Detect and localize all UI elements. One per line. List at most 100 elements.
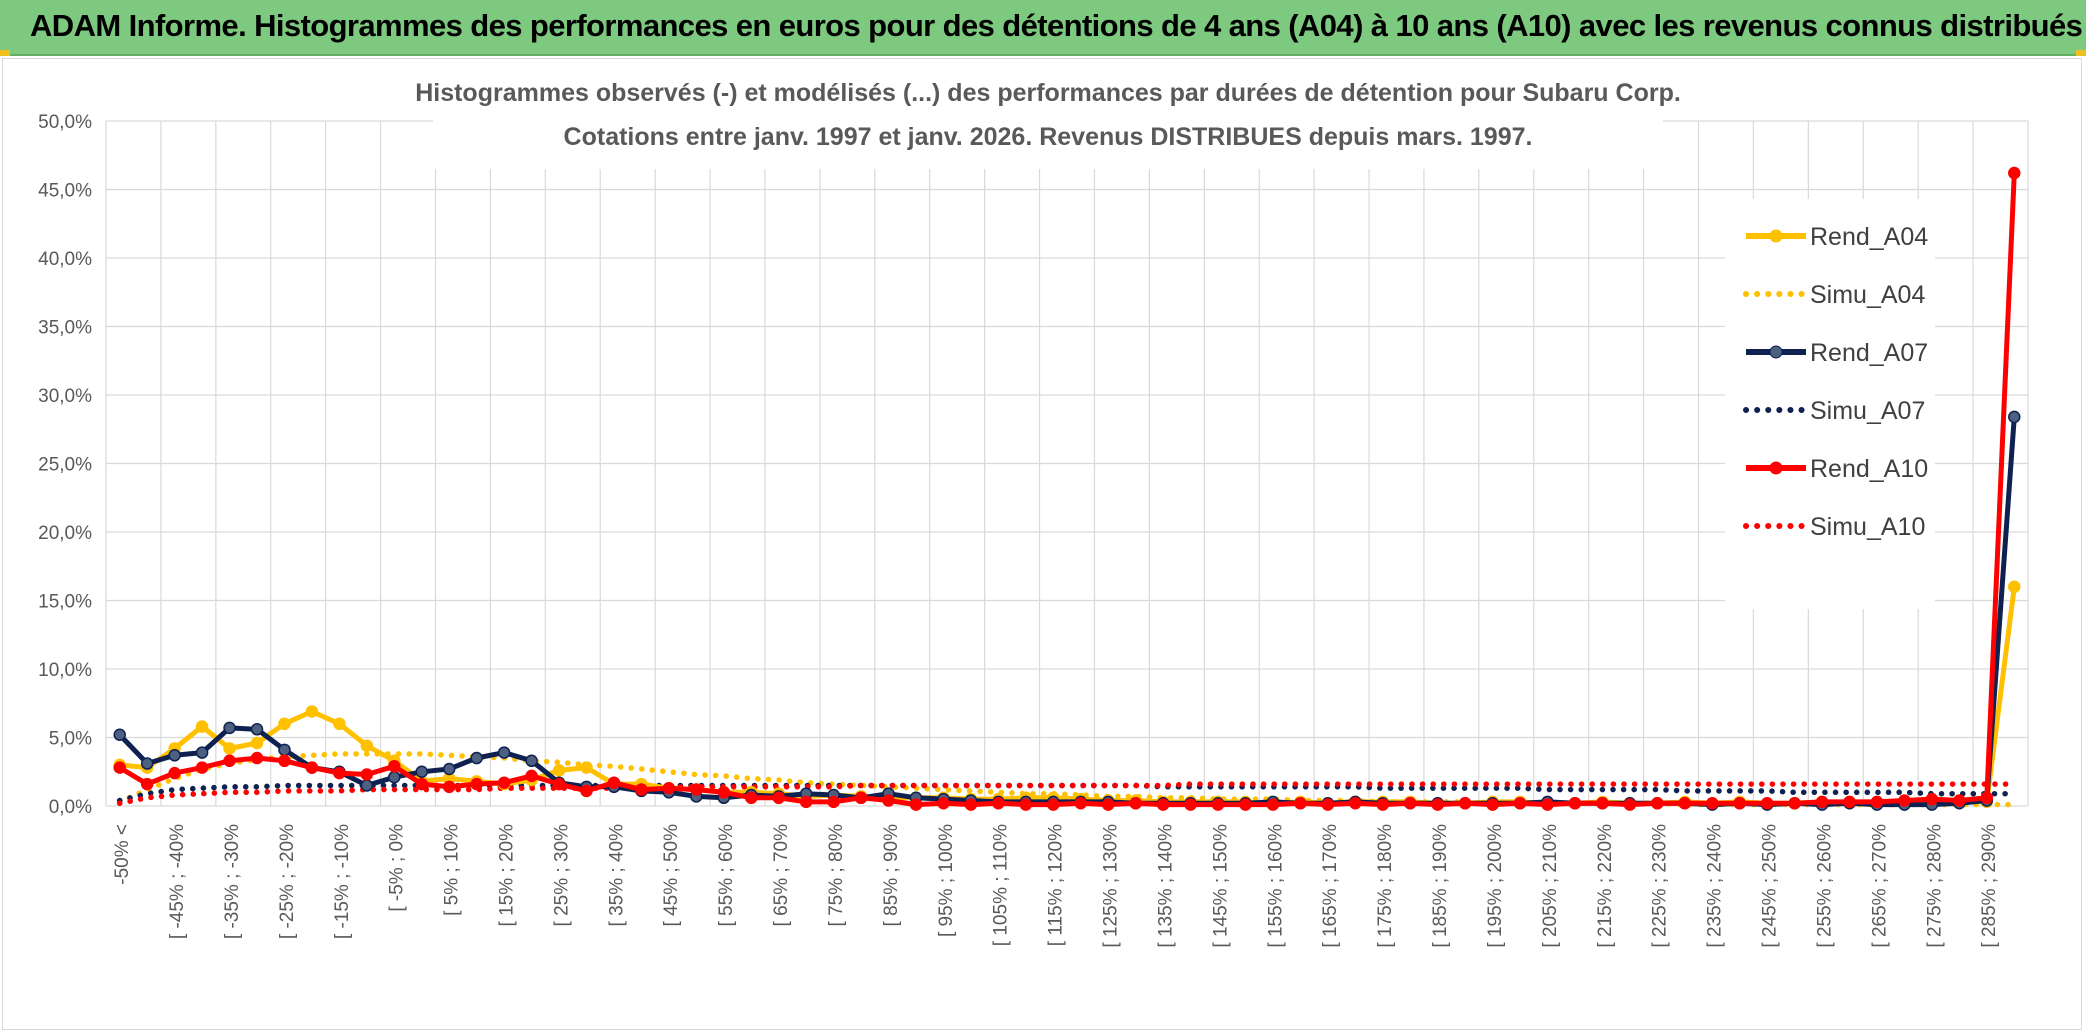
x-tick-label: [ 145% ; 150%	[1210, 824, 1231, 948]
data-point-rend-a04	[195, 720, 209, 733]
data-point-rend-a10	[442, 780, 456, 794]
x-tick-label: [ -5% ; 0%	[387, 824, 408, 912]
data-point-rend-a10	[1788, 797, 1801, 810]
data-point-rend-a10	[1321, 798, 1335, 811]
data-point-rend-a10	[662, 781, 676, 795]
chart-title-line-2: Cotations entre janv. 1997 et janv. 2026…	[564, 123, 1533, 151]
x-tick-label: [ -15% ; -10%	[332, 824, 353, 939]
data-point-rend-a10	[1678, 797, 1692, 810]
y-tick-label: 50,0%	[38, 112, 92, 133]
data-point-rend-a10	[333, 766, 346, 780]
data-point-rend-a10	[1705, 797, 1719, 810]
x-tick-label: [ 115% ; 120%	[1046, 824, 1067, 946]
x-tick-label: [ 175% ; 180%	[1375, 824, 1396, 948]
x-tick-label: [ 155% ; 160%	[1265, 824, 1286, 948]
data-point-rend-a07	[497, 746, 511, 759]
data-point-rend-a10	[1843, 795, 1856, 809]
x-tick-label: [ 85% ; 90%	[881, 824, 902, 927]
data-point-rend-a10	[140, 777, 154, 791]
data-point-rend-a10	[1898, 794, 1911, 807]
x-tick-label: [ 55% ; 60%	[716, 824, 737, 927]
data-point-rend-a07	[223, 721, 236, 735]
data-point-rend-a10	[388, 760, 401, 773]
x-tick-label: [ 15% ; 20%	[497, 824, 518, 927]
legend-marker-rend-a07	[1769, 345, 1783, 359]
x-tick-label: [ -45% ; -40%	[167, 824, 188, 939]
legend-marker-rend-a10	[1769, 461, 1783, 475]
x-tick-label: [ 275% ; 280%	[1924, 824, 1945, 948]
data-point-rend-a10	[223, 754, 236, 768]
data-point-rend-a10	[1596, 797, 1609, 810]
legend-label-rend-a07: Rend_A07	[1810, 339, 1928, 367]
x-tick-label: [ 165% ; 170%	[1320, 824, 1341, 948]
data-point-rend-a10	[113, 761, 126, 774]
data-point-rend-a10	[717, 786, 731, 799]
data-point-rend-a07	[415, 765, 429, 778]
data-point-rend-a10	[744, 791, 758, 805]
data-point-rend-a10	[580, 784, 593, 798]
data-point-rend-a10	[1651, 797, 1664, 810]
chart-title-line-1: Histogrammes observés (-) et modélisés (…	[415, 79, 1681, 107]
data-point-rend-a10	[415, 777, 429, 791]
data-point-rend-a10	[1266, 798, 1280, 811]
data-point-rend-a10	[1925, 792, 1939, 806]
banner-title: ADAM Informe. Histogrammes des performan…	[30, 8, 2083, 43]
data-point-rend-a10	[772, 791, 785, 805]
data-point-rend-a07	[140, 757, 154, 770]
data-point-rend-a10	[1376, 798, 1390, 811]
legend-label-simu-a04: Simu_A04	[1810, 281, 1925, 309]
data-point-rend-a07	[360, 779, 374, 792]
grid-layer	[105, 120, 2029, 807]
data-point-rend-a04	[250, 736, 264, 750]
chart-title: Histogrammes observés (-) et modélisés (…	[415, 65, 1681, 169]
data-point-rend-a10	[250, 751, 264, 765]
data-point-rend-a10	[1047, 798, 1060, 811]
data-point-rend-a10	[470, 777, 483, 791]
data-point-rend-a10	[882, 794, 895, 807]
x-tick-label: [ 95% ; 100%	[936, 824, 957, 937]
data-point-rend-a10	[1239, 798, 1252, 811]
data-point-rend-a10	[1403, 797, 1417, 810]
x-tick-label: [ 65% ; 70%	[771, 824, 792, 927]
data-point-rend-a10	[1101, 798, 1115, 811]
x-tick-label: [ 35% ; 40%	[606, 824, 627, 927]
corner-marker	[2076, 50, 2086, 56]
x-tick-label: [ 135% ; 140%	[1155, 824, 1176, 948]
x-tick-label: [ 205% ; 210%	[1540, 824, 1561, 948]
data-point-rend-a10	[1733, 797, 1746, 810]
data-point-rend-a10	[278, 754, 291, 768]
x-tick-label: [ 255% ; 260%	[1814, 824, 1835, 948]
x-tick-label: [ 225% ; 230%	[1650, 824, 1671, 948]
performance-histogram-chart: Histogrammes observés (-) et modélisés (…	[38, 65, 2029, 948]
data-point-rend-a04	[278, 717, 291, 731]
data-point-rend-a04	[305, 705, 319, 718]
chart-title-background	[433, 65, 1663, 169]
data-point-rend-a10	[1074, 797, 1087, 810]
data-point-rend-a10	[1568, 797, 1582, 810]
x-tick-label: [ 215% ; 220%	[1595, 824, 1616, 948]
y-axis-ticks: 0,0% 5,0% 10,0% 15,0% 20,0% 25,0% 30,0% 35,0% 40…	[38, 112, 92, 818]
data-point-rend-a04	[580, 761, 593, 774]
series-line-simu-a10	[116, 781, 2018, 807]
report-banner: ADAM Informe. Histogrammes des performan…	[0, 0, 2086, 56]
data-point-rend-a10	[360, 768, 374, 781]
data-point-rend-a10	[525, 769, 538, 783]
data-point-rend-a10	[909, 798, 923, 811]
x-tick-label: [ 125% ; 130%	[1101, 824, 1122, 948]
x-tick-label: [ 5% ; 10%	[442, 824, 463, 916]
data-point-rend-a10	[1458, 797, 1472, 810]
data-point-rend-a10	[799, 795, 813, 809]
data-point-rend-a10	[1815, 795, 1829, 809]
x-tick-label: -50% <	[112, 824, 133, 885]
data-point-rend-a10	[937, 797, 950, 810]
x-tick-label: [ 185% ; 190%	[1430, 824, 1451, 948]
legend-background	[1725, 199, 1935, 609]
x-axis-ticks: -50% < [ -45% ; -40% [ -35% ; -30% [ -25% ;…	[112, 824, 2000, 948]
data-point-rend-a10	[497, 776, 511, 789]
data-point-rend-a07	[388, 770, 401, 784]
data-point-rend-a07	[250, 723, 264, 736]
x-tick-label: [ -35% ; -30%	[222, 824, 243, 939]
chart-area: Histogrammes observés (-) et modélisés (…	[2, 58, 2082, 1030]
data-point-rend-a10	[1980, 791, 1994, 805]
x-tick-label: [ 45% ; 50%	[661, 824, 682, 927]
